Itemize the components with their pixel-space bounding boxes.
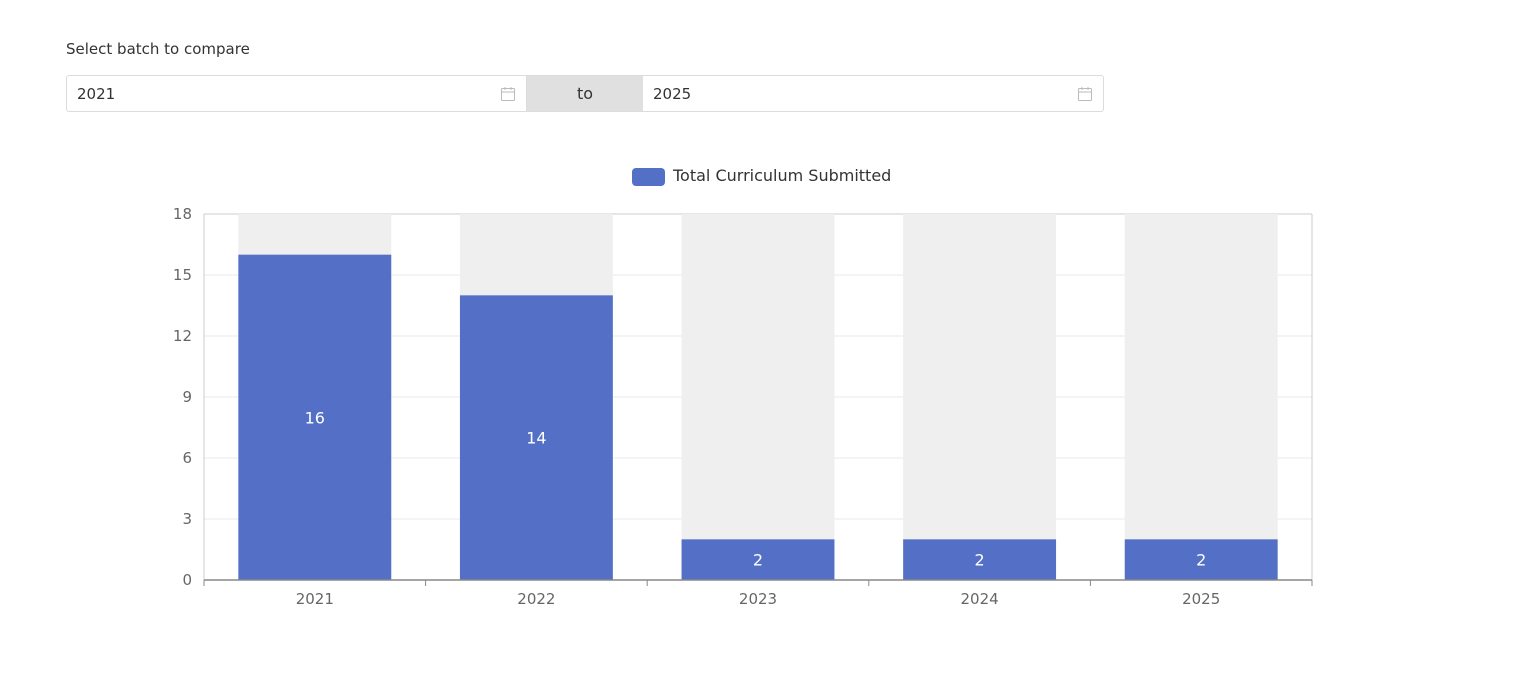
bar-data-label: 14 bbox=[526, 429, 546, 448]
bar-data-label: 2 bbox=[975, 551, 985, 570]
bar-data-label: 2 bbox=[1196, 551, 1206, 570]
y-tick-label: 3 bbox=[182, 510, 192, 528]
x-tick-label: 2024 bbox=[961, 590, 999, 608]
batch-range-picker: 2021 to 2025 bbox=[66, 75, 1104, 112]
bar bbox=[903, 539, 1057, 580]
start-batch-value: 2021 bbox=[77, 84, 116, 103]
y-tick-label: 0 bbox=[182, 571, 192, 589]
bar-background bbox=[903, 214, 1057, 580]
end-batch-value: 2025 bbox=[653, 84, 692, 103]
bar bbox=[1124, 539, 1278, 580]
calendar-icon[interactable] bbox=[500, 86, 516, 102]
chart-axes: 2021 2022 2023 2024 2025 bbox=[203, 214, 1313, 608]
end-batch-input[interactable]: 2025 bbox=[643, 75, 1104, 112]
batch-select-label: Select batch to compare bbox=[66, 40, 250, 58]
bar bbox=[459, 295, 613, 580]
legend-swatch[interactable] bbox=[632, 168, 665, 186]
bar-data-label: 16 bbox=[305, 408, 325, 427]
y-tick-label: 12 bbox=[173, 327, 192, 345]
chart-legend[interactable]: Total Curriculum Submitted bbox=[632, 166, 891, 186]
y-tick-label: 9 bbox=[182, 388, 192, 406]
bar-background bbox=[1124, 214, 1278, 580]
bar-data-label: 2 bbox=[753, 551, 763, 570]
chart-bars: 16 14 2 2 2 bbox=[238, 254, 1278, 580]
chart-svg: Total Curriculum Submitted 0 3 6 9 12 15 18 16… bbox=[173, 166, 1313, 608]
x-tick-label: 2025 bbox=[1182, 590, 1220, 608]
start-batch-input[interactable]: 2021 bbox=[66, 75, 527, 112]
bar-background bbox=[681, 214, 835, 580]
y-tick-label: 15 bbox=[173, 266, 192, 284]
curriculum-bar-chart: Total Curriculum Submitted 0 3 6 9 12 15 18 16… bbox=[0, 150, 1516, 630]
x-tick-label: 2021 bbox=[296, 590, 334, 608]
x-tick-label: 2023 bbox=[739, 590, 777, 608]
bar bbox=[238, 254, 392, 580]
y-tick-label: 6 bbox=[182, 449, 192, 467]
calendar-icon[interactable] bbox=[1077, 86, 1093, 102]
legend-label[interactable]: Total Curriculum Submitted bbox=[672, 166, 891, 185]
bar bbox=[681, 539, 835, 580]
range-separator: to bbox=[527, 75, 643, 112]
x-tick-label: 2022 bbox=[517, 590, 555, 608]
y-tick-label: 18 bbox=[173, 205, 192, 223]
